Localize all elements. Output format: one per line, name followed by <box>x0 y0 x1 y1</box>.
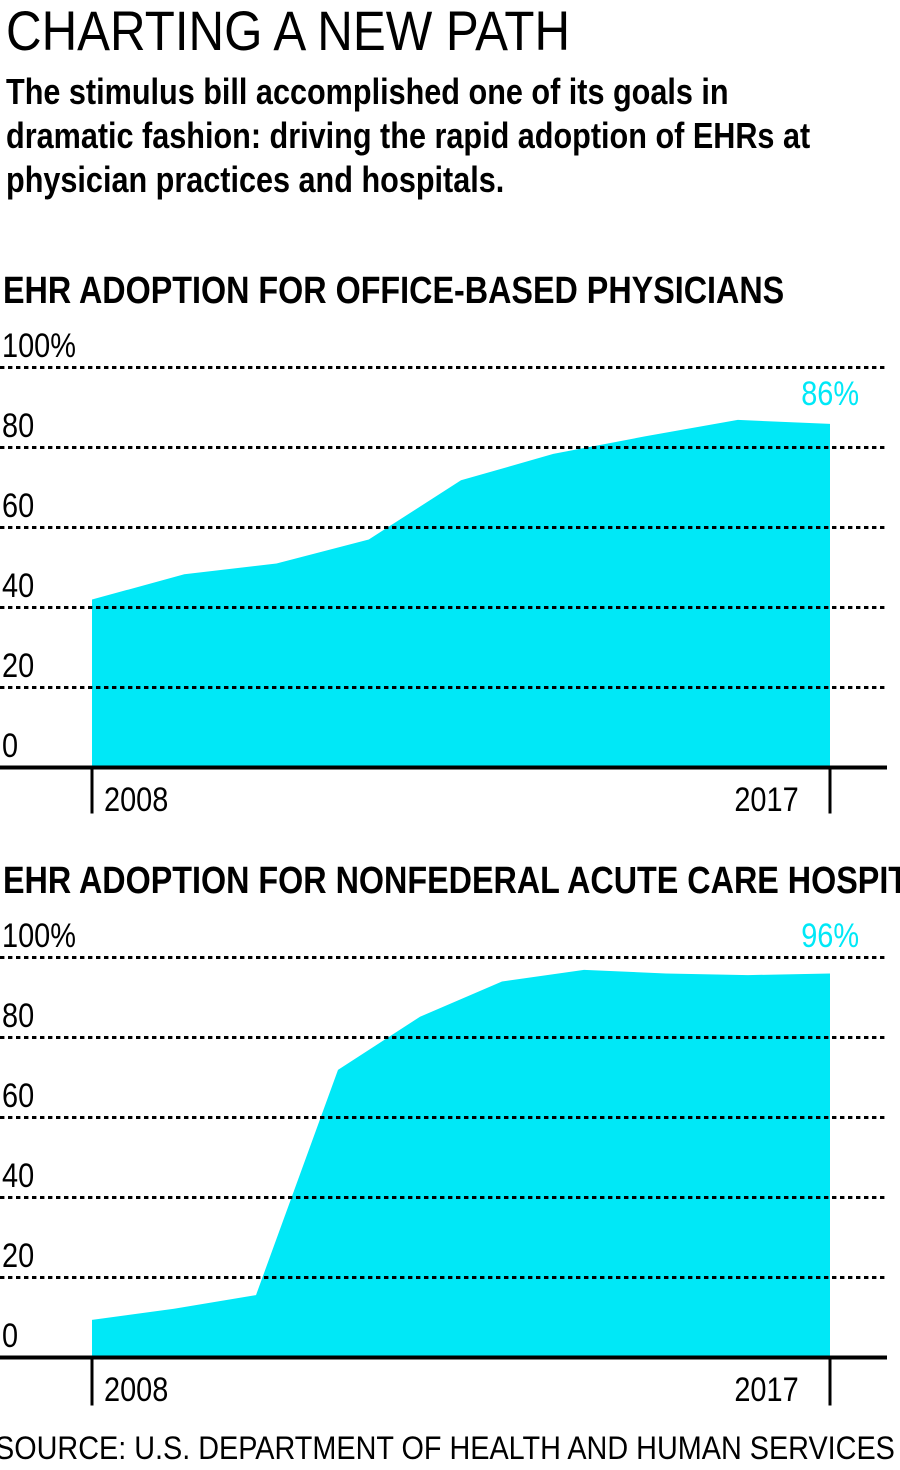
y-tick-label-100: 100% <box>2 917 76 955</box>
y-tick-label-60: 60 <box>2 487 35 525</box>
x-tick-label-2008: 2008 <box>104 1371 169 1409</box>
y-tick-label-60: 60 <box>2 1077 35 1115</box>
x-tick-label-2017: 2017 <box>734 781 799 819</box>
y-tick-label-20: 20 <box>2 647 35 685</box>
x-tick-label-2017: 2017 <box>734 1371 799 1409</box>
y-tick-label-0: 0 <box>2 1317 19 1355</box>
y-tick-label-0: 0 <box>2 727 19 765</box>
chart-title-physicians: EHR ADOPTION FOR OFFICE-BASED PHYSICIANS <box>3 270 785 312</box>
y-tick-label-40: 40 <box>2 567 35 605</box>
chart-title-hospitals: EHR ADOPTION FOR NONFEDERAL ACUTE CARE H… <box>3 860 900 902</box>
y-tick-label-100: 100% <box>2 327 76 365</box>
y-tick-label-80: 80 <box>2 407 35 445</box>
page-subtitle: The stimulus bill accomplished one of it… <box>6 71 811 200</box>
page-title: CHARTING A NEW PATH <box>6 0 571 62</box>
source-credit: SOURCE: U.S. DEPARTMENT OF HEALTH AND HU… <box>0 1430 895 1466</box>
y-tick-label-20: 20 <box>2 1237 35 1275</box>
y-tick-label-80: 80 <box>2 997 35 1035</box>
end-value-label-physicians: 86% <box>801 375 859 413</box>
end-value-label-hospitals: 96% <box>801 917 859 955</box>
area-series-physicians <box>92 419 830 768</box>
y-tick-label-40: 40 <box>2 1157 35 1195</box>
x-tick-label-2008: 2008 <box>104 781 169 819</box>
area-series-hospitals <box>92 969 830 1358</box>
